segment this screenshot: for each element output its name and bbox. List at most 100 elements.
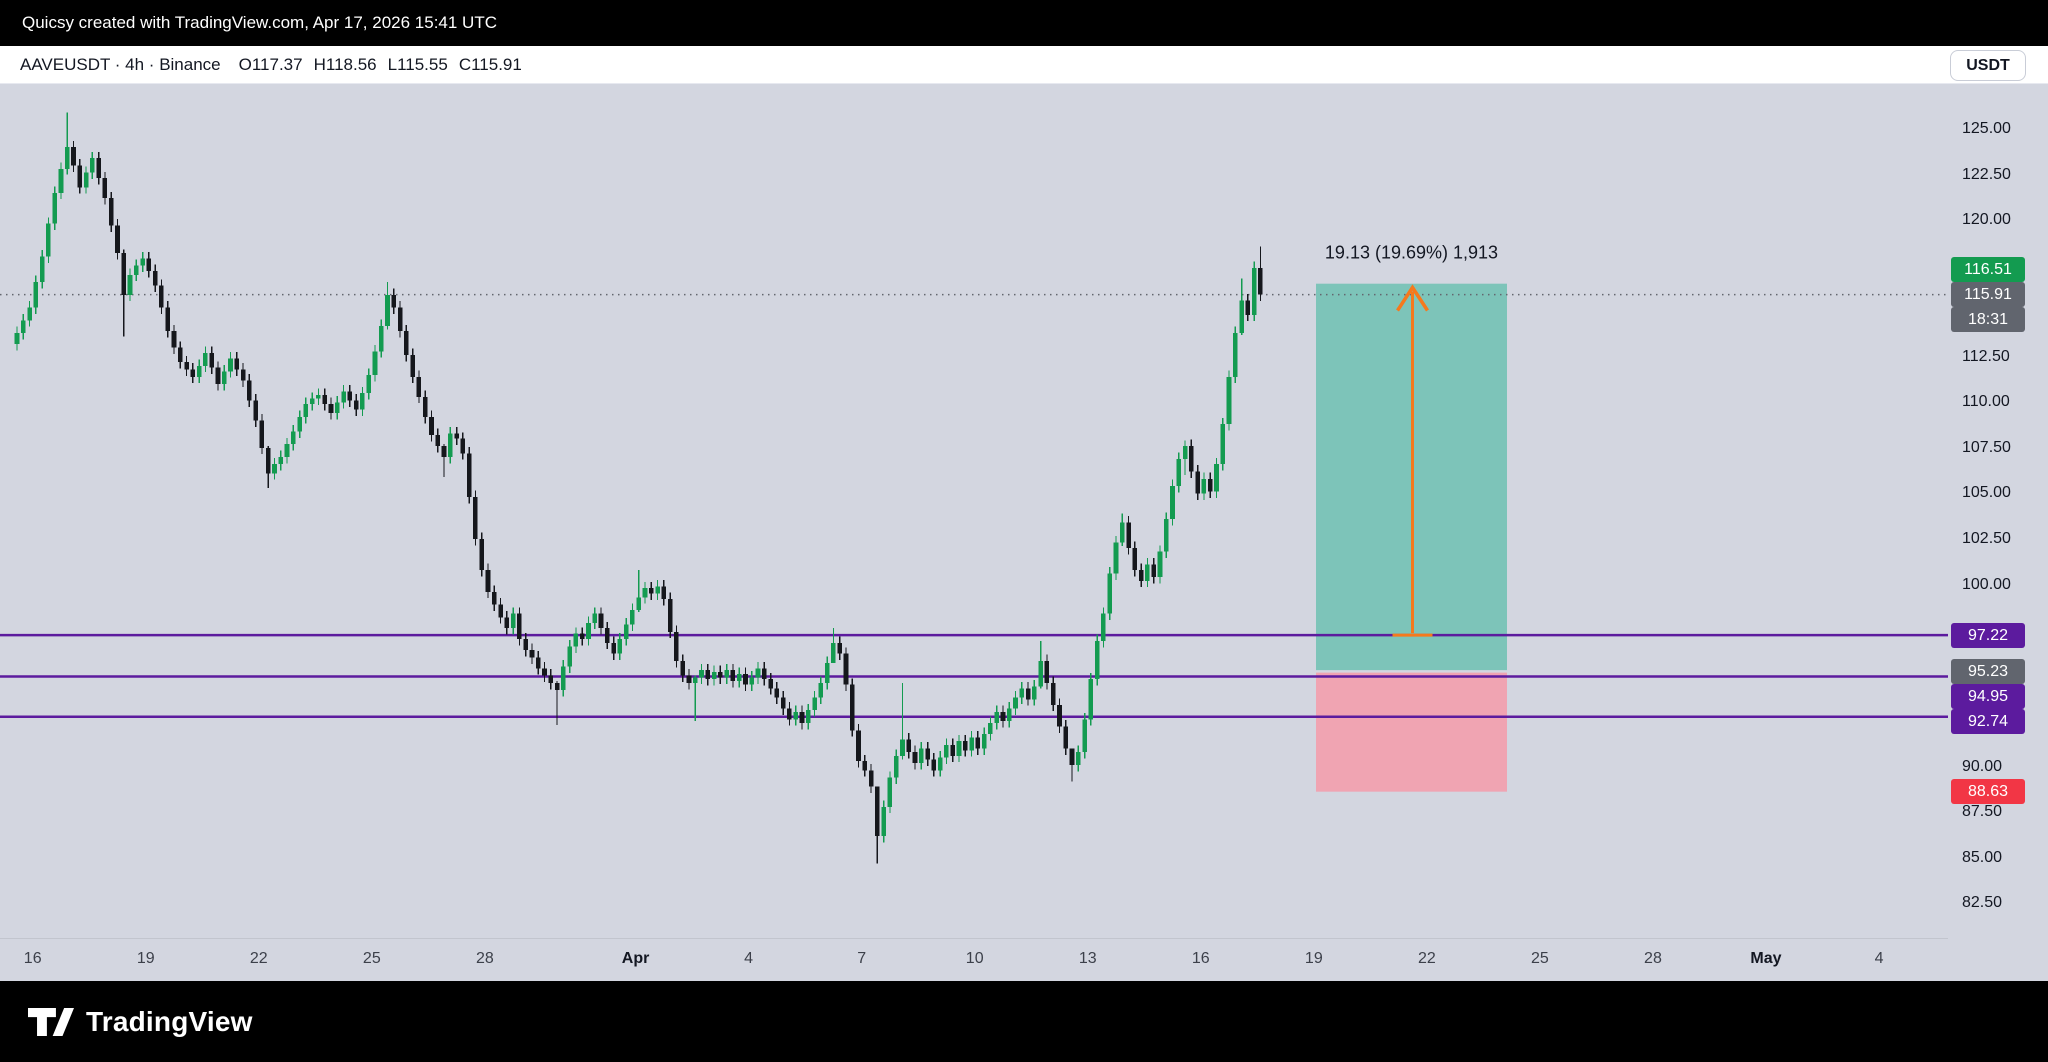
candle-body — [623, 624, 629, 640]
candle-body — [523, 639, 528, 651]
ohlc-high: H118.56 — [313, 54, 377, 74]
y-axis-label: 105.00 — [1962, 484, 2011, 502]
time-axis[interactable]: 16 19 22 25 28 Apr 4 7 10 13 16 19 22 25 28 May 4 — [0, 938, 1948, 981]
candle-body — [152, 271, 158, 286]
candle-body — [378, 325, 384, 352]
y-axis-label: 90.00 — [1962, 757, 2003, 775]
candle-body — [849, 684, 855, 731]
candle-body — [1107, 573, 1113, 614]
currency-toggle-button[interactable]: USDT — [1950, 50, 2026, 81]
candle-body — [724, 670, 729, 678]
attribution-bar: Quicsy created with TradingView.com, Apr… — [0, 0, 2048, 46]
position-tool-arrow[interactable] — [1392, 284, 1433, 637]
candle-body — [1245, 300, 1251, 315]
candle-body — [718, 671, 723, 678]
candle-body — [253, 400, 258, 421]
candle-body — [228, 358, 233, 372]
candle-body — [14, 333, 20, 344]
candle-body — [1082, 719, 1087, 753]
candle-body — [956, 741, 962, 756]
candle-body — [736, 673, 742, 682]
candle-body — [617, 639, 623, 654]
candle-body — [586, 622, 591, 640]
candle-body — [843, 653, 849, 685]
candle-body — [944, 744, 949, 758]
candle-body — [818, 682, 824, 698]
candle-body — [605, 628, 610, 643]
candle-body — [121, 252, 127, 295]
candle-body — [1233, 333, 1238, 377]
candle-body — [410, 354, 415, 377]
candle-body — [1119, 522, 1125, 543]
candle-body — [441, 446, 447, 457]
candle-body — [1176, 458, 1182, 487]
x-axis-label: 28 — [475, 950, 494, 967]
x-axis-label: 16 — [1191, 950, 1210, 967]
candle-body — [950, 744, 956, 756]
candle-body — [83, 172, 89, 188]
candle-body — [743, 673, 748, 685]
candle-body — [856, 730, 861, 762]
candle-body — [1226, 376, 1232, 425]
candle-body — [554, 682, 560, 691]
candle-body — [190, 369, 196, 377]
candle-body — [165, 307, 171, 332]
candle-body — [774, 688, 780, 698]
ohlc-close: C115.91 — [458, 54, 522, 74]
loss-zone[interactable] — [1316, 671, 1507, 792]
ohlc-low: L115.55 — [387, 54, 448, 74]
candle-body — [102, 178, 108, 199]
x-axis-label: 13 — [1078, 950, 1097, 967]
candle-body — [309, 398, 315, 405]
candle-body — [812, 697, 817, 711]
candle-body — [240, 369, 246, 381]
candle-body — [1094, 640, 1100, 680]
tradingview-link[interactable]: TradingView — [28, 1004, 253, 1040]
candle-body — [636, 597, 642, 611]
candle-body — [504, 617, 510, 629]
candle-body — [517, 613, 522, 640]
candle-body — [592, 613, 598, 623]
entry-price-badge: 95.23 — [1951, 658, 2025, 684]
y-axis-label: 82.50 — [1962, 894, 2003, 912]
x-axis-label: 4 — [1874, 950, 1884, 967]
countdown-badge: 18:31 — [1951, 307, 2025, 333]
candle-body — [1157, 551, 1163, 578]
footer-bar: TradingView — [0, 981, 2048, 1062]
candle-body — [1044, 661, 1050, 683]
candle-body — [96, 158, 101, 179]
position-tool-label: 19.13 (19.69%) 1,913 — [1325, 243, 1498, 263]
candle-body — [1220, 424, 1226, 465]
candle-body — [925, 748, 930, 760]
candle-body — [435, 435, 441, 447]
candle-body — [780, 697, 786, 709]
x-axis-label: 28 — [1644, 950, 1662, 967]
chart-canvas[interactable]: 19.13 (19.69%) 1,913 — [0, 46, 1948, 938]
candle-body — [1195, 471, 1200, 494]
candle-body — [64, 147, 70, 170]
candle-body — [1163, 518, 1169, 552]
candle-body — [705, 670, 711, 680]
candle-body — [334, 402, 340, 414]
candle-body — [975, 737, 981, 749]
candle-body — [692, 677, 698, 683]
candle-body — [937, 757, 943, 771]
candle-body — [328, 404, 334, 414]
candle-body — [460, 438, 466, 454]
candle-body — [1050, 682, 1056, 705]
candle-body — [1038, 661, 1043, 687]
candle-body — [642, 588, 648, 598]
candle-body — [548, 675, 554, 683]
stop-price-badge: 88.63 — [1951, 779, 2025, 805]
candle-body — [875, 786, 880, 836]
candle-body — [466, 453, 472, 498]
candle-body — [994, 712, 999, 723]
candle-body — [831, 642, 836, 663]
candle-body — [491, 591, 497, 605]
horizontal-level-lines[interactable] — [0, 633, 1948, 719]
candle-body — [454, 433, 459, 439]
y-axis-label: 102.50 — [1962, 529, 2011, 547]
candle-body — [648, 588, 654, 594]
candle-body — [755, 668, 761, 678]
candle-body — [1126, 522, 1131, 549]
